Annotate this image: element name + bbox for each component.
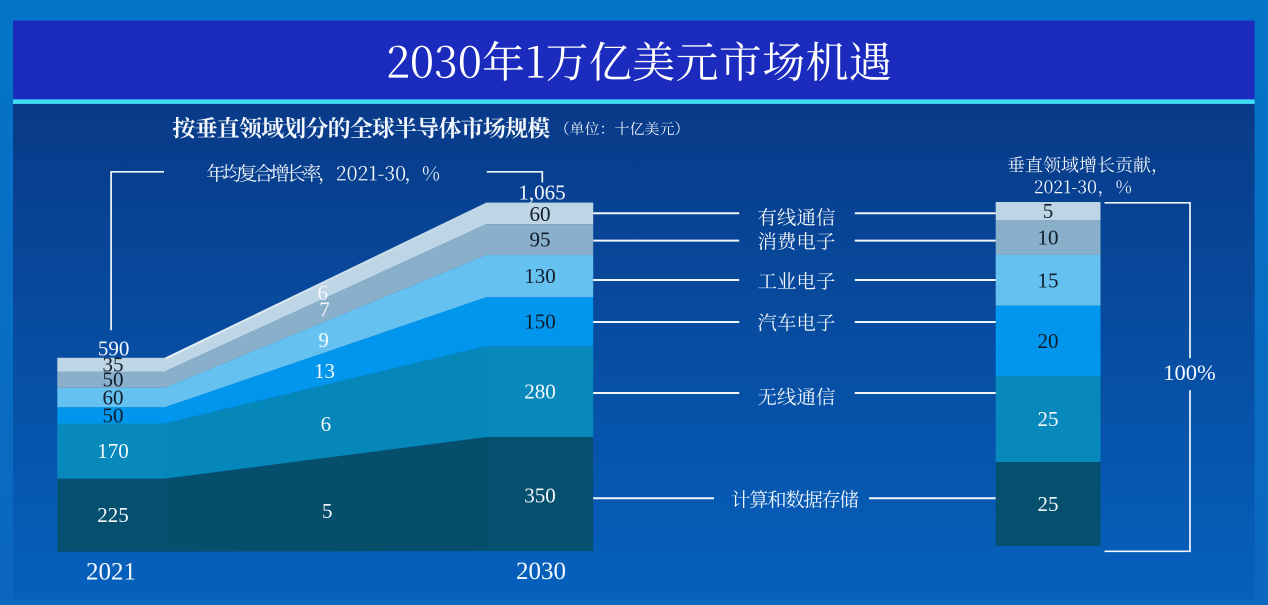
svg-text:7: 7 [319,297,330,321]
svg-text:130: 130 [524,264,556,288]
svg-text:100%: 100% [1163,360,1216,385]
svg-text:225: 225 [97,503,129,527]
svg-text:1,065: 1,065 [518,180,565,204]
svg-text:50: 50 [103,403,124,427]
svg-text:2030: 2030 [516,558,566,585]
svg-text:350: 350 [524,484,556,508]
svg-text:10: 10 [1038,226,1059,250]
svg-text:13: 13 [314,359,335,383]
svg-text:5: 5 [1043,199,1054,223]
svg-text:150: 150 [524,310,556,334]
svg-text:6: 6 [321,412,332,436]
svg-text:6: 6 [317,281,328,305]
svg-text:60: 60 [530,202,551,226]
svg-text:25: 25 [1038,492,1059,516]
svg-text:25: 25 [1038,407,1059,431]
svg-text:15: 15 [1038,268,1059,292]
svg-text:50: 50 [103,368,124,392]
svg-text:170: 170 [97,439,129,463]
svg-text:590: 590 [98,337,130,361]
svg-text:9: 9 [318,328,329,352]
svg-text:280: 280 [524,380,556,404]
svg-text:95: 95 [530,228,551,252]
svg-text:5: 5 [322,499,333,523]
svg-text:35: 35 [103,353,124,377]
svg-text:60: 60 [103,386,124,410]
svg-text:2021: 2021 [86,558,136,585]
svg-text:20: 20 [1038,329,1059,353]
